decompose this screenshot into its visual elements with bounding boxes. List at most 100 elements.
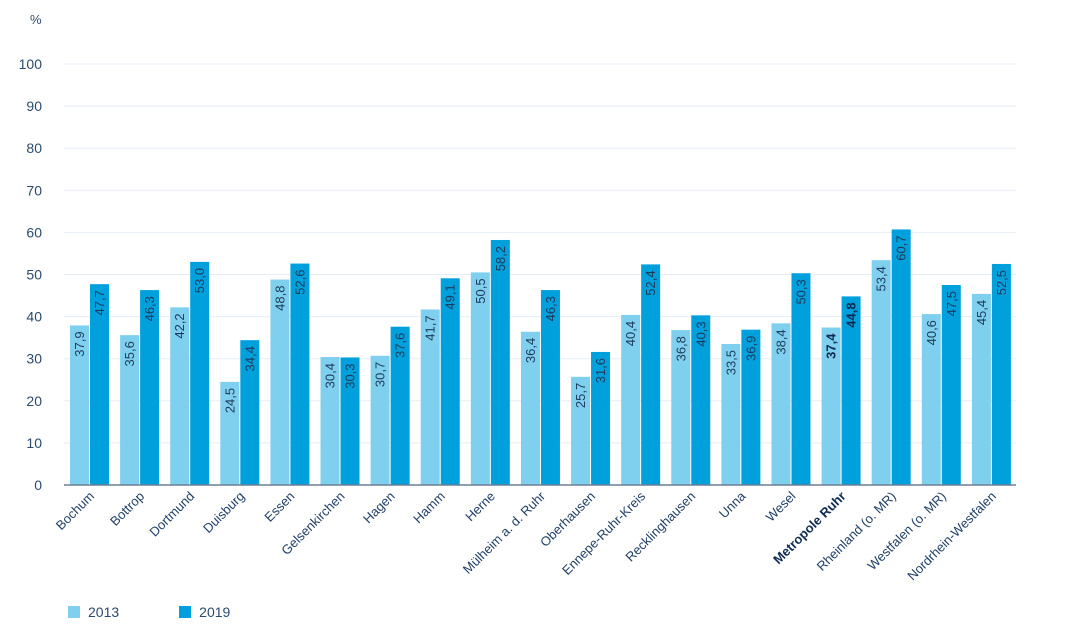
value-label: 60,7 (894, 235, 909, 260)
value-labels: 37,9 47,7 35,6 46,3 42,2 53,0 24,5 34,4 48,8 52,6… (72, 235, 1009, 413)
legend-item-2013: 2013 (68, 604, 119, 620)
category-label: Wesel (763, 488, 799, 524)
bars (70, 229, 1011, 485)
value-label: 52,5 (994, 270, 1009, 295)
value-label: 25,7 (573, 383, 588, 408)
bar-2013 (721, 343, 741, 485)
category-label: Hamm (410, 489, 448, 527)
legend-swatch-2013 (68, 606, 80, 618)
bar-2013 (520, 331, 540, 485)
value-label: 58,2 (493, 246, 508, 271)
y-tick-label: 90 (26, 98, 42, 114)
y-tick-label: 30 (26, 351, 42, 367)
bar-2013 (370, 355, 390, 485)
value-label: 35,6 (122, 341, 137, 366)
bar-2019 (891, 229, 911, 485)
category-label: Duisburg (200, 489, 247, 536)
bar-2013 (270, 279, 290, 485)
bar-2013 (871, 260, 891, 485)
category-label: Herne (462, 489, 498, 525)
legend: 2013 2019 (68, 604, 230, 620)
value-label: 46,3 (543, 296, 558, 321)
value-label: 40,4 (623, 321, 638, 346)
value-label: 48,8 (272, 286, 287, 311)
bar-2019 (741, 329, 761, 485)
value-label: 49,1 (443, 284, 458, 309)
bar-2019 (90, 284, 109, 485)
value-label: 53,4 (874, 266, 889, 291)
category-label: Nordrhein-Westfalen (904, 489, 999, 584)
value-label: 44,8 (844, 302, 859, 327)
bar-2019 (941, 285, 961, 485)
value-label: 36,8 (673, 336, 688, 361)
value-label: 24,5 (222, 388, 237, 413)
y-tick-label: 60 (26, 224, 42, 240)
bar-2013 (771, 323, 791, 485)
legend-label-2019: 2019 (199, 604, 231, 620)
bar-2013 (220, 381, 240, 485)
value-label: 40,3 (693, 321, 708, 346)
bar-2019 (140, 290, 160, 485)
bar-2019 (540, 290, 560, 485)
bar-2013 (320, 357, 340, 485)
y-tick-label: 10 (26, 435, 42, 451)
bar-2013 (470, 272, 490, 485)
value-label: 30,7 (373, 362, 388, 387)
bar-2013 (621, 314, 641, 485)
y-tick-label: 70 (26, 182, 42, 198)
category-label: Mülheim a. d. Ruhr (460, 488, 549, 577)
value-label: 42,2 (172, 313, 187, 338)
value-label: 37,4 (824, 333, 839, 359)
bar-2019 (390, 326, 410, 485)
y-tick-label: 20 (26, 393, 42, 409)
y-tick-label: 40 (26, 309, 42, 325)
bar-2013 (971, 293, 991, 485)
value-label: 30,3 (343, 363, 358, 388)
category-label: Ennepe-Ruhr-Kreis (559, 488, 649, 578)
y-axis-unit-label: % (30, 12, 42, 27)
y-tick-label: 50 (26, 267, 42, 283)
bar-2013 (671, 330, 691, 485)
value-label: 34,4 (242, 346, 257, 371)
bar-2013 (921, 314, 941, 485)
bar-2019 (641, 264, 661, 485)
bar-2019 (991, 263, 1011, 485)
bar-2013 (70, 325, 89, 485)
value-label: 38,4 (773, 329, 788, 354)
category-label: Essen (261, 489, 297, 525)
category-label: Bochum (53, 489, 97, 533)
value-label: 41,7 (423, 315, 438, 340)
value-label: 50,5 (473, 278, 488, 303)
value-label: 36,9 (743, 336, 758, 361)
value-label: 33,5 (723, 350, 738, 375)
value-label: 37,9 (72, 331, 87, 356)
y-axis-ticks: 0 10 20 30 40 50 60 70 80 90 100 (19, 56, 43, 493)
value-label: 50,3 (793, 279, 808, 304)
value-label: 30,4 (323, 363, 338, 388)
bar-2019 (240, 340, 260, 485)
value-label: 37,6 (393, 333, 408, 358)
legend-label-2013: 2013 (88, 604, 120, 620)
bar-2019 (190, 261, 210, 485)
category-label: Dortmund (146, 489, 197, 540)
value-label: 47,5 (944, 291, 959, 316)
bar-2019 (791, 273, 811, 485)
bar-2013 (170, 307, 190, 485)
bar-2019 (440, 278, 460, 485)
y-tick-label: 0 (34, 477, 42, 493)
bar-2013 (420, 309, 440, 485)
value-label: 52,4 (643, 270, 658, 295)
bar-2019 (591, 351, 611, 485)
y-tick-label: 100 (19, 56, 43, 72)
value-label: 31,6 (593, 358, 608, 383)
category-label: Bottrop (107, 489, 147, 529)
bar-2019 (340, 357, 360, 485)
value-label: 46,3 (142, 296, 157, 321)
bar-2019 (691, 315, 711, 485)
value-label: 36,4 (523, 338, 538, 363)
bar-2019 (290, 263, 310, 485)
category-label: Hagen (360, 489, 398, 527)
bar-2019 (490, 239, 510, 485)
bar-2019 (841, 296, 861, 485)
